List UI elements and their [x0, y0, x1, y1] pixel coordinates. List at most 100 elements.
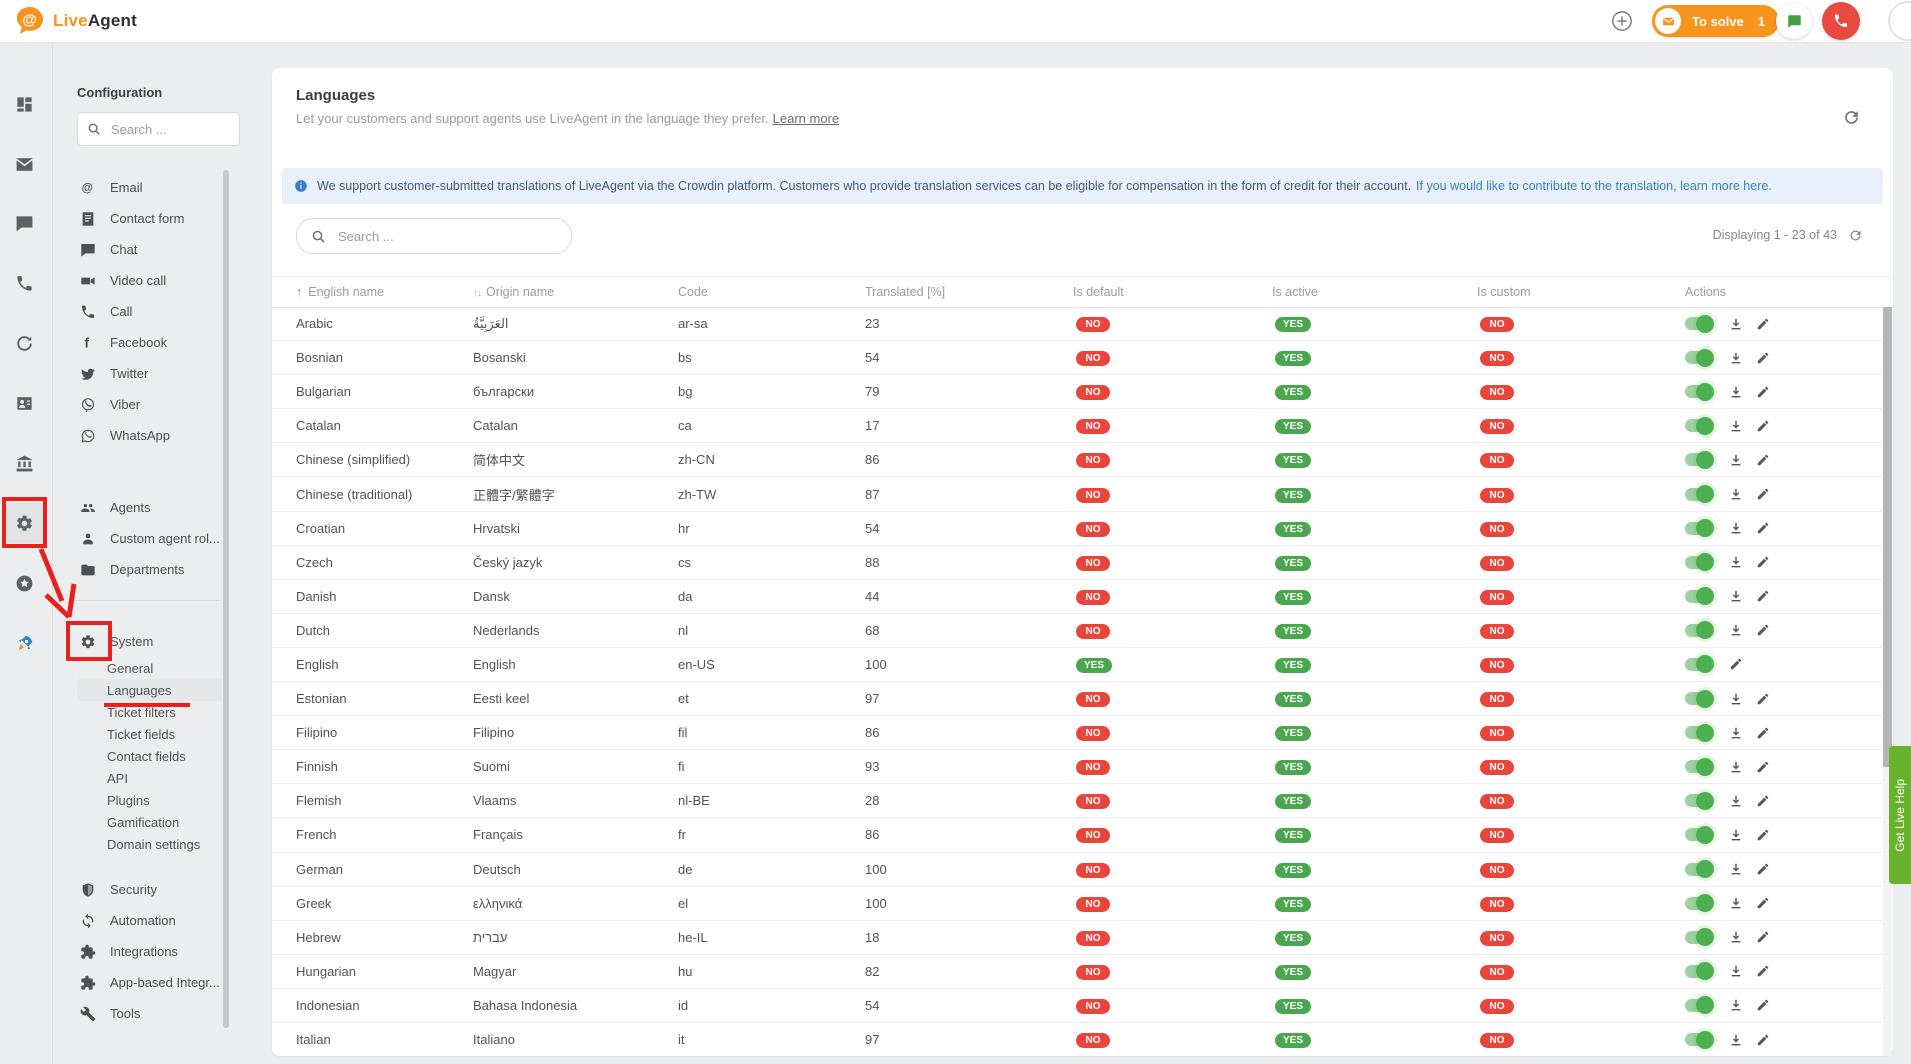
sidebar-scrollbar[interactable]: [223, 170, 229, 1028]
active-toggle[interactable]: [1685, 519, 1714, 538]
active-toggle[interactable]: [1685, 1030, 1714, 1049]
active-toggle[interactable]: [1685, 485, 1714, 504]
sidebar-item-call[interactable]: Call: [77, 296, 222, 327]
avatar[interactable]: [1888, 1, 1911, 41]
edit-action-icon[interactable]: [1756, 930, 1770, 944]
edit-action-icon[interactable]: [1756, 419, 1770, 433]
download-action-icon[interactable]: [1729, 487, 1743, 501]
sidebar-item-whatsapp[interactable]: WhatsApp: [77, 420, 222, 451]
sidebar-item-email[interactable]: @ Email: [77, 172, 222, 203]
edit-action-icon[interactable]: [1756, 521, 1770, 535]
active-toggle[interactable]: [1685, 416, 1714, 435]
sidebar-item-twitter[interactable]: Twitter: [77, 358, 222, 389]
edit-action-icon[interactable]: [1756, 555, 1770, 569]
download-action-icon[interactable]: [1729, 1033, 1743, 1047]
active-toggle[interactable]: [1685, 348, 1714, 367]
edit-action-icon[interactable]: [1756, 623, 1770, 637]
get-live-help-tab[interactable]: Get Live Help: [1889, 746, 1911, 884]
add-new-button[interactable]: [1611, 10, 1633, 32]
active-toggle[interactable]: [1685, 962, 1714, 981]
edit-action-icon[interactable]: [1756, 998, 1770, 1012]
sidebar-search-input[interactable]: [109, 120, 230, 138]
sidebar-item-api[interactable]: API: [77, 767, 222, 789]
sidebar-item-contact-fields[interactable]: Contact fields: [77, 745, 222, 767]
rail-item-achievements[interactable]: [4, 563, 44, 603]
sidebar-search[interactable]: [77, 112, 240, 146]
download-action-icon[interactable]: [1729, 589, 1743, 603]
download-action-icon[interactable]: [1729, 521, 1743, 535]
table-refresh-icon[interactable]: [1848, 228, 1863, 243]
download-action-icon[interactable]: [1729, 555, 1743, 569]
active-toggle[interactable]: [1685, 689, 1714, 708]
table-search[interactable]: [296, 218, 572, 254]
rail-item-dashboard[interactable]: [4, 84, 44, 124]
rail-item-customers[interactable]: [4, 383, 44, 423]
rail-item-calls[interactable]: [4, 263, 44, 303]
active-toggle[interactable]: [1685, 996, 1714, 1015]
download-action-icon[interactable]: [1729, 623, 1743, 637]
sidebar-item-domain-settings[interactable]: Domain settings: [77, 833, 222, 855]
edit-action-icon[interactable]: [1756, 487, 1770, 501]
column-header-english-name[interactable]: ↑ English name: [296, 285, 473, 299]
edit-action-icon[interactable]: [1756, 385, 1770, 399]
download-action-icon[interactable]: [1729, 385, 1743, 399]
learn-more-link[interactable]: Learn more: [772, 111, 840, 126]
rail-item-email[interactable]: [4, 144, 44, 184]
table-search-input[interactable]: [336, 227, 557, 245]
sidebar-item-chat[interactable]: Chat: [77, 234, 222, 265]
download-action-icon[interactable]: [1729, 692, 1743, 706]
download-action-icon[interactable]: [1729, 930, 1743, 944]
active-toggle[interactable]: [1685, 757, 1714, 776]
edit-action-icon[interactable]: [1756, 828, 1770, 842]
edit-action-icon[interactable]: [1756, 453, 1770, 467]
download-action-icon[interactable]: [1729, 862, 1743, 876]
edit-action-icon[interactable]: [1756, 351, 1770, 365]
edit-action-icon[interactable]: [1756, 1033, 1770, 1047]
edit-action-icon[interactable]: [1756, 589, 1770, 603]
edit-action-icon[interactable]: [1756, 964, 1770, 978]
active-toggle[interactable]: [1685, 655, 1714, 674]
rail-item-company[interactable]: [4, 443, 44, 483]
edit-action-icon[interactable]: [1756, 862, 1770, 876]
download-action-icon[interactable]: [1729, 828, 1743, 842]
sidebar-item-app-based-integr[interactable]: App-based Integr...: [77, 967, 222, 998]
sidebar-item-tools[interactable]: Tools: [77, 998, 222, 1029]
edit-action-icon[interactable]: [1756, 317, 1770, 331]
sidebar-item-facebook[interactable]: f Facebook: [77, 327, 222, 358]
sidebar-item-gamification[interactable]: Gamification: [77, 811, 222, 833]
edit-action-icon[interactable]: [1729, 657, 1743, 671]
edit-action-icon[interactable]: [1756, 760, 1770, 774]
sidebar-item-languages[interactable]: Languages: [77, 679, 222, 701]
download-action-icon[interactable]: [1729, 896, 1743, 910]
chats-button[interactable]: [1776, 3, 1812, 39]
rail-item-configuration[interactable]: [4, 503, 44, 543]
active-toggle[interactable]: [1685, 314, 1714, 333]
download-action-icon[interactable]: [1729, 998, 1743, 1012]
download-action-icon[interactable]: [1729, 351, 1743, 365]
sidebar-item-security[interactable]: Security: [77, 874, 222, 905]
sidebar-item-custom-agent-rol[interactable]: Custom agent rol...: [77, 523, 222, 554]
calls-button[interactable]: [1822, 2, 1860, 40]
edit-action-icon[interactable]: [1756, 896, 1770, 910]
sidebar-item-system[interactable]: System: [77, 626, 222, 657]
sidebar-item-departments[interactable]: Departments: [77, 554, 222, 585]
sidebar-item-ticket-filters[interactable]: Ticket filters: [77, 701, 222, 723]
download-action-icon[interactable]: [1729, 760, 1743, 774]
sidebar-item-integrations[interactable]: Integrations: [77, 936, 222, 967]
liveagent-logo[interactable]: @ LiveAgent: [14, 5, 137, 37]
download-action-icon[interactable]: [1729, 794, 1743, 808]
sidebar-item-contact-form[interactable]: Contact form: [77, 203, 222, 234]
edit-action-icon[interactable]: [1756, 692, 1770, 706]
download-action-icon[interactable]: [1729, 726, 1743, 740]
table-scrollbar[interactable]: [1883, 307, 1892, 767]
edit-action-icon[interactable]: [1756, 794, 1770, 808]
rail-item-getting-started[interactable]: [4, 623, 44, 663]
download-action-icon[interactable]: [1729, 419, 1743, 433]
active-toggle[interactable]: [1685, 450, 1714, 469]
refresh-icon[interactable]: [1842, 108, 1861, 127]
active-toggle[interactable]: [1685, 860, 1714, 879]
banner-link[interactable]: If you would like to contribute to the t…: [1416, 179, 1772, 193]
active-toggle[interactable]: [1685, 723, 1714, 742]
active-toggle[interactable]: [1685, 825, 1714, 844]
sidebar-item-agents[interactable]: Agents: [77, 492, 222, 523]
